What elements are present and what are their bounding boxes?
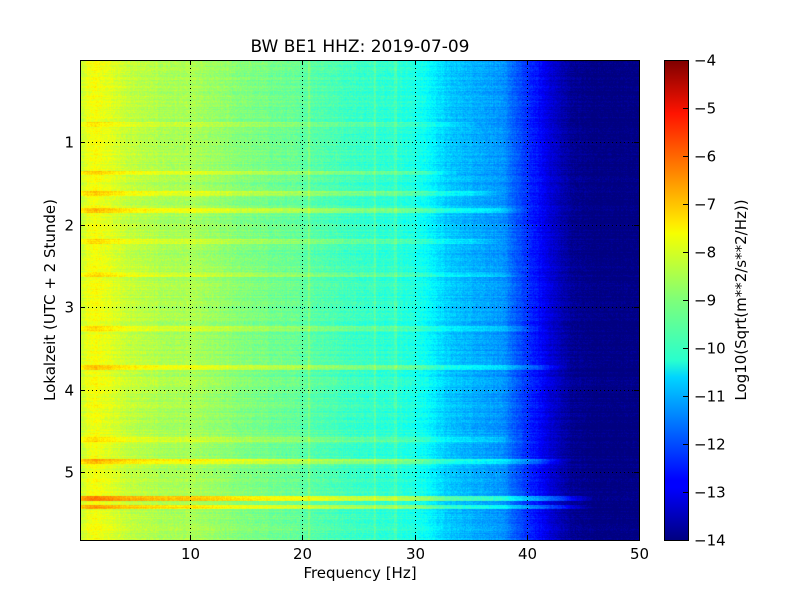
colorbar-tick-label: −8 <box>694 244 716 262</box>
y-axis-ticks: 1 2 3 4 5 <box>64 134 639 482</box>
colorbar-label: Log10(Sqrt(m**2/s**2/Hz)) <box>732 199 750 400</box>
y-tick-label: 2 <box>64 217 74 235</box>
colorbar-tick-label: −10 <box>694 340 726 358</box>
y-axis-label: Lokalzeit (UTC + 2 Stunde) <box>41 199 59 401</box>
x-tick-label: 20 <box>293 545 312 563</box>
y-tick-label: 1 <box>64 134 74 152</box>
x-axis-ticks: 10 20 30 40 50 <box>181 60 649 563</box>
y-tick-label: 3 <box>64 299 74 317</box>
colorbar-tick-label: −12 <box>694 436 726 454</box>
colorbar-tick-label: −7 <box>694 196 716 214</box>
colorbar-tick-label: −14 <box>694 532 726 550</box>
spectrogram-image-holder <box>81 60 640 540</box>
colorbar-tick-label: −13 <box>694 484 726 502</box>
y-tick-label: 5 <box>64 464 74 482</box>
colorbar-ticks: −4 −5 −6 −7 −8 −9 −10 −11 −12 −13 −14 <box>683 52 726 550</box>
x-axis-label: Frequency [Hz] <box>303 564 416 582</box>
x-tick-label: 50 <box>630 545 649 563</box>
chart-title: BW BE1 HHZ: 2019-07-09 <box>250 37 469 57</box>
y-tick-label: 4 <box>64 382 74 400</box>
colorbar-tick-label: −4 <box>694 52 716 70</box>
colorbar-tick-label: −11 <box>694 388 726 406</box>
spectrogram-heatmap <box>81 60 640 540</box>
colorbar-tick-label: −9 <box>694 292 716 310</box>
grid-lines <box>80 60 639 540</box>
x-tick-label: 40 <box>518 545 537 563</box>
plot-frame <box>80 60 640 541</box>
x-tick-label: 30 <box>406 545 425 563</box>
colorbar-tick-label: −6 <box>694 148 716 166</box>
colorbar-tick-label: −5 <box>694 100 716 118</box>
x-tick-label: 10 <box>181 545 200 563</box>
